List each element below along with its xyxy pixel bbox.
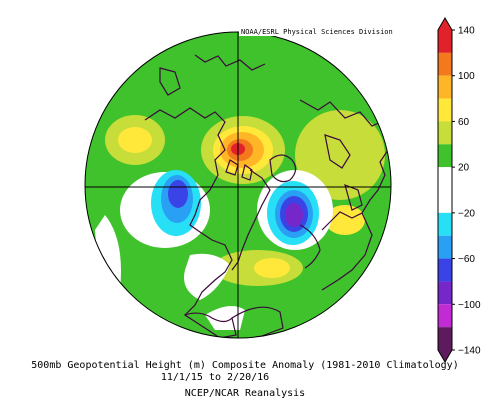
colorbar-tick-label-5: −60 bbox=[458, 254, 475, 265]
colorbar-bin-8 bbox=[438, 235, 452, 259]
colorbar-tick-label-6: −100 bbox=[458, 300, 481, 311]
colorbar-bin-12 bbox=[438, 327, 452, 350]
graticule bbox=[85, 32, 391, 338]
colorbar-tick-label-3: 20 bbox=[458, 163, 470, 174]
americas-neutral-patch bbox=[184, 253, 230, 300]
colorbar-bin-1 bbox=[438, 52, 452, 76]
arctic-archipelago-outline bbox=[241, 163, 253, 181]
colorbar-bin-7 bbox=[438, 212, 452, 236]
colorbar-bin-5 bbox=[438, 144, 452, 168]
eurasia-outline bbox=[299, 99, 391, 231]
colorbar-bottom-cap bbox=[438, 350, 452, 362]
atlantic-low-core bbox=[285, 203, 303, 227]
colorbar-bin-10 bbox=[438, 281, 452, 305]
tropical-neutral-patch bbox=[205, 306, 245, 330]
arctic-island-outline bbox=[225, 159, 239, 176]
eurasia-positive-zone bbox=[295, 110, 385, 200]
data-source: NCEP/NCAR Reanalysis bbox=[184, 388, 306, 399]
colorbar-top-cap bbox=[438, 18, 452, 30]
greenland-outline bbox=[269, 154, 297, 183]
colorbar-bin-2 bbox=[438, 75, 452, 99]
colorbar-bin-11 bbox=[438, 304, 452, 328]
colorbar-tick-label-0: 140 bbox=[458, 26, 475, 37]
credit-label: NOAA/ESRL Physical Sciences Division bbox=[239, 28, 395, 36]
continent-outlines bbox=[144, 54, 391, 338]
north-america-east-coast bbox=[231, 169, 271, 271]
europe-outline bbox=[299, 224, 321, 269]
colorbar-bin-9 bbox=[438, 258, 452, 282]
colorbar-tick-label-7: −140 bbox=[458, 346, 481, 357]
kamchatka-outline bbox=[159, 67, 181, 96]
colorbar-tick-label-1: 100 bbox=[458, 71, 475, 82]
atlantic-positive-core bbox=[254, 258, 290, 278]
colorbar-bin-4 bbox=[438, 121, 452, 145]
colorbar: 140 100 60 20 −20 −60 −100 −140 bbox=[437, 17, 481, 363]
colorbar-bin-0 bbox=[438, 30, 452, 53]
colorbar-tick-label-2: 60 bbox=[458, 117, 470, 128]
map-title: 500mb Geopotential Height (m) Composite … bbox=[31, 360, 459, 371]
colorbar-bin-3 bbox=[438, 98, 452, 122]
date-range: 11/1/15 to 2/20/16 bbox=[160, 372, 270, 383]
central-asia-positive-core bbox=[325, 205, 365, 235]
siberia-coast bbox=[194, 54, 266, 71]
north-america-west-coast bbox=[144, 107, 233, 316]
pacific-positive-core bbox=[118, 127, 152, 153]
scandinavia-outline bbox=[324, 134, 351, 169]
aleutian-low-core bbox=[168, 180, 188, 208]
south-america-outline bbox=[231, 306, 284, 337]
map-frame bbox=[84, 31, 392, 339]
colorbar-bin-6 bbox=[438, 167, 452, 213]
baltic-outline bbox=[344, 184, 363, 211]
asia-outline bbox=[321, 212, 373, 291]
colorbar-tick-label-4: −20 bbox=[458, 208, 475, 219]
